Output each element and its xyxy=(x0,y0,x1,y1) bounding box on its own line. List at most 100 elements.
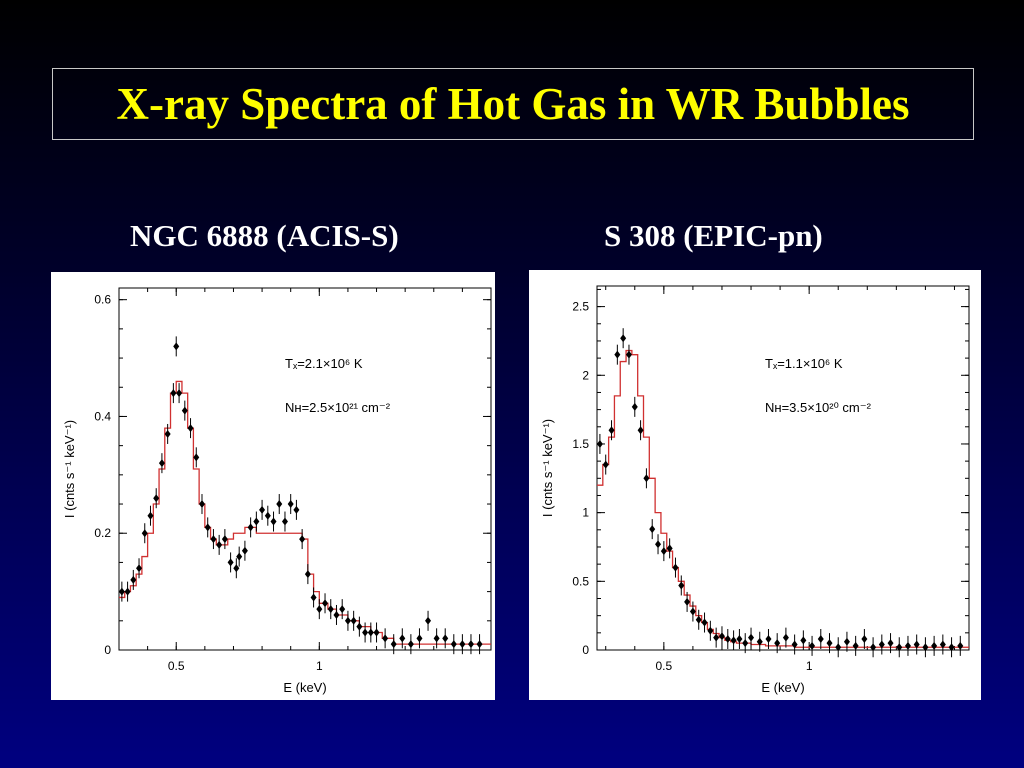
data-point xyxy=(736,629,743,650)
data-marker xyxy=(281,517,288,526)
data-marker xyxy=(164,429,171,438)
data-marker xyxy=(625,350,632,359)
data-point xyxy=(887,633,894,654)
data-marker xyxy=(350,616,357,625)
data-point xyxy=(852,635,859,656)
data-point xyxy=(765,629,772,650)
data-marker xyxy=(227,558,234,567)
data-marker xyxy=(467,640,474,649)
data-marker xyxy=(204,523,211,532)
data-point xyxy=(826,633,833,654)
data-point xyxy=(425,610,432,631)
data-marker xyxy=(817,635,824,644)
data-marker xyxy=(136,564,143,573)
data-marker xyxy=(187,424,194,433)
data-point xyxy=(304,564,311,585)
data-marker xyxy=(826,639,833,648)
data-point xyxy=(221,529,228,550)
data-point xyxy=(210,529,217,550)
data-point xyxy=(666,538,673,559)
data-marker xyxy=(241,546,248,555)
data-point xyxy=(281,511,288,532)
data-point xyxy=(931,635,938,656)
data-marker xyxy=(957,641,964,650)
data-marker xyxy=(425,616,432,625)
data-point xyxy=(939,634,946,655)
data-point xyxy=(596,433,603,454)
data-marker xyxy=(922,643,929,652)
data-point xyxy=(643,468,650,489)
fit-annotation-1: Tₓ=2.1×10⁶ K xyxy=(285,356,363,371)
data-marker xyxy=(637,426,644,435)
data-point xyxy=(259,499,266,520)
data-marker xyxy=(264,511,271,520)
data-point xyxy=(382,628,389,649)
data-marker xyxy=(748,633,755,642)
x-axis-label: E (keV) xyxy=(283,680,326,695)
data-marker xyxy=(782,633,789,642)
data-marker xyxy=(791,640,798,649)
data-point xyxy=(724,629,731,650)
data-point xyxy=(204,517,211,538)
data-marker xyxy=(835,643,842,652)
data-marker xyxy=(193,453,200,462)
data-marker xyxy=(293,505,300,514)
data-marker xyxy=(382,634,389,643)
model-fit-line xyxy=(119,380,491,645)
x-tick-label: 1 xyxy=(806,659,813,673)
data-marker xyxy=(299,535,306,544)
data-marker xyxy=(147,511,154,520)
data-point xyxy=(637,420,644,441)
data-point xyxy=(459,634,466,655)
data-marker xyxy=(666,544,673,553)
data-point xyxy=(817,629,824,650)
data-point xyxy=(649,519,656,540)
data-point xyxy=(835,637,842,658)
data-marker xyxy=(887,639,894,648)
data-point xyxy=(756,631,763,652)
data-point xyxy=(730,630,737,651)
data-marker xyxy=(861,635,868,644)
data-marker xyxy=(713,633,720,642)
data-point xyxy=(713,627,720,648)
right-chart-panel: 0.5 1 0 0.5 1 1.5 2 2.5 E (keV) I (cnts s⁻¹ keV⁻¹… xyxy=(529,270,981,700)
data-marker xyxy=(643,474,650,483)
data-marker xyxy=(948,643,955,652)
data-point xyxy=(922,637,929,658)
data-point xyxy=(136,558,143,579)
data-marker xyxy=(655,540,662,549)
data-marker xyxy=(689,607,696,616)
x-axis-label: E (keV) xyxy=(761,680,804,695)
y-axis-label: I (cnts s⁻¹ keV⁻¹) xyxy=(540,419,555,517)
data-marker xyxy=(870,643,877,652)
data-marker xyxy=(339,605,346,614)
data-marker xyxy=(620,334,627,343)
data-marker xyxy=(367,628,374,637)
data-marker xyxy=(756,637,763,646)
data-marker xyxy=(631,402,638,411)
data-marker xyxy=(158,459,165,468)
data-point xyxy=(158,453,165,474)
data-marker xyxy=(141,529,148,538)
data-point xyxy=(791,634,798,655)
data-point xyxy=(310,587,317,608)
data-point xyxy=(241,540,248,561)
data-marker xyxy=(221,535,228,544)
data-point xyxy=(718,626,725,647)
data-marker xyxy=(236,552,243,561)
data-point xyxy=(407,634,414,655)
data-marker xyxy=(333,610,340,619)
data-point xyxy=(170,383,177,404)
data-marker xyxy=(649,525,656,534)
data-point xyxy=(913,634,920,655)
data-point xyxy=(684,591,691,612)
data-point xyxy=(141,523,148,544)
data-point xyxy=(236,546,243,567)
left-chart-panel: 0.5 1 0 0.2 0.4 0.6 E (keV) I (cnts s⁻¹ keV⁻¹) T… xyxy=(51,272,495,700)
data-marker xyxy=(724,635,731,644)
data-point xyxy=(193,447,200,468)
data-point xyxy=(809,635,816,656)
data-point xyxy=(181,400,188,421)
left-panel-subtitle: NGC 6888 (ACIS-S) xyxy=(130,218,399,253)
data-marker xyxy=(701,618,708,627)
